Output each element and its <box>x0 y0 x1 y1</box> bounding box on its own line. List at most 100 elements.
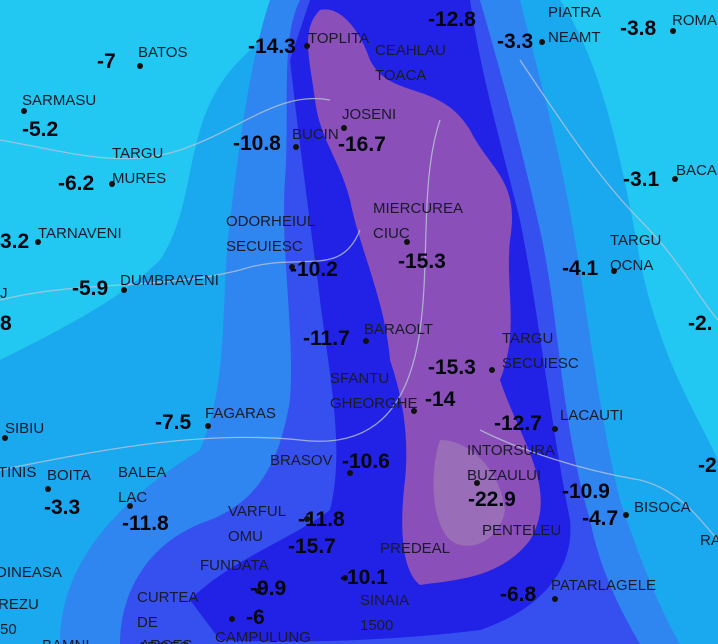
temperature: -11.7 <box>303 327 350 350</box>
station-dot <box>21 108 27 114</box>
temperature: -5.9 <box>72 277 108 300</box>
station-name: ROMA <box>672 12 717 29</box>
station-name: GHEORGHE <box>330 395 418 412</box>
station-dot <box>611 268 617 274</box>
edge-label: BAMNI <box>42 637 90 644</box>
station-dot <box>623 512 629 518</box>
station-name: OMU <box>228 528 263 545</box>
temperature: -4.1 <box>562 257 599 280</box>
station-dot <box>304 516 310 522</box>
temperature: -16.7 <box>338 133 386 156</box>
temperature: -7.5 <box>155 411 192 434</box>
edge-label: -2 <box>698 454 717 477</box>
station-name: MURES <box>112 170 166 187</box>
river <box>0 229 361 301</box>
temperature: -3.3 <box>497 30 533 53</box>
station-dot <box>289 264 295 270</box>
edge-label: -2. <box>688 312 713 335</box>
station-name: BRASOV <box>270 452 333 469</box>
temperature: -12.8 <box>428 8 476 31</box>
station-name: PREDEAL <box>380 540 450 557</box>
temperature: -3.8 <box>620 17 657 40</box>
station-name: ODORHEIUL <box>226 213 315 230</box>
station-dot <box>109 181 115 187</box>
temperature: -9.9 <box>250 577 286 600</box>
station-dot <box>341 125 347 131</box>
station-dot <box>347 470 353 476</box>
station-dot <box>35 239 41 245</box>
station-dot <box>2 435 8 441</box>
temperature: -10.8 <box>233 132 281 155</box>
zone-peak <box>433 440 505 546</box>
station-name: ARGES <box>137 639 190 644</box>
temperature: -6 <box>246 606 265 629</box>
station-dot <box>205 423 211 429</box>
station-name: CURTEA <box>137 589 198 606</box>
station-name: CAMPULUNG <box>215 629 311 644</box>
temperature: -10.1 <box>340 566 388 589</box>
temperature: -11.8 <box>122 512 169 535</box>
temperature: -4.7 <box>582 507 618 530</box>
temperature: -15.3 <box>428 356 476 379</box>
station-name: INTORSURA <box>467 442 555 459</box>
station-name: FUNDATA <box>200 557 269 574</box>
temperature: -3.1 <box>623 168 660 191</box>
temperature: -6.8 <box>500 583 537 606</box>
station-name: SINAIA <box>360 592 409 609</box>
station-dot <box>342 575 348 581</box>
temperature: -11.8 <box>298 508 345 531</box>
station-name: TARGU <box>502 330 553 347</box>
station-name: SFANTU <box>330 370 389 387</box>
temperature: -5.2 <box>22 118 58 141</box>
station-name: SECUIESC <box>502 355 579 372</box>
station-name: TARNAVENI <box>38 225 122 242</box>
station-name: JOSENI <box>342 106 396 123</box>
station-dot <box>127 503 133 509</box>
station-dot <box>404 239 410 245</box>
temperature: -14 <box>425 388 456 411</box>
zone-coldest <box>308 9 541 585</box>
temperature: -14.3 <box>248 35 296 58</box>
edge-label: 50 <box>0 621 17 638</box>
temperature: -10.6 <box>342 450 390 473</box>
station-name: BARAOLT <box>364 321 433 338</box>
station-name: BOITA <box>47 467 91 484</box>
station-name: OCNA <box>610 257 653 274</box>
station-dot <box>670 28 676 34</box>
station-name: CIUC <box>373 225 410 242</box>
station-name: PENTELEU <box>482 522 561 539</box>
river <box>479 429 718 541</box>
station-name: TARGU <box>610 232 661 249</box>
station-dot <box>539 39 545 45</box>
station-dot <box>474 480 480 486</box>
station-dot <box>411 408 417 414</box>
temperature: -10.2 <box>290 258 338 281</box>
station-name: SARMASU <box>22 92 96 109</box>
station-name: LAC <box>118 489 147 506</box>
temperature: -10.9 <box>562 480 610 503</box>
edge-label: J <box>0 285 8 302</box>
temperature: -3.3 <box>44 496 80 519</box>
edge-label: RA <box>700 532 718 549</box>
station-name: TARGU <box>112 145 163 162</box>
station-name: BISOCA <box>634 499 691 516</box>
temperature: -6.2 <box>58 172 94 195</box>
station-name: MIERCUREA <box>373 200 463 217</box>
station-dot <box>255 588 261 594</box>
station-dot <box>489 367 495 373</box>
edge-label: REZU <box>0 596 39 613</box>
edge-label: ARGES <box>140 637 193 644</box>
station-dot <box>304 43 310 49</box>
station-name: PATARLAGELE <box>551 577 656 594</box>
station-dot <box>552 426 558 432</box>
temperature: -22.9 <box>468 488 516 511</box>
station-name: DUMBRAVENI <box>120 272 219 289</box>
station-name: SIBIU <box>5 420 44 437</box>
station-dot <box>552 596 558 602</box>
river <box>0 97 331 160</box>
station-name: PIATRA <box>548 4 601 21</box>
station-name: TOPLITA <box>308 30 369 47</box>
station-dot <box>293 144 299 150</box>
station-name: SECUIESC <box>226 238 303 255</box>
station-name: DE <box>137 614 158 631</box>
